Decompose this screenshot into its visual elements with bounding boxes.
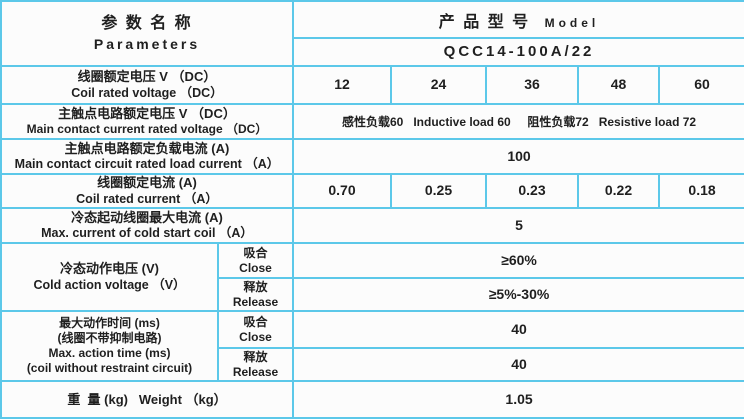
action-time-label-cell: 最大动作时间 (ms) (线圈不带抑制电路) Max. action time … <box>0 310 219 382</box>
action-time-close-value: 40 <box>511 320 527 337</box>
coil-current-value-cell: 0.23 <box>485 173 579 209</box>
cold-action-release-value-cell: ≥5%-30% <box>291 277 744 312</box>
coil-current-value-cell: 0.18 <box>657 173 744 209</box>
model-title-en: Model <box>544 15 600 30</box>
contact-voltage-label-en: Main contact current rated voltage （DC） <box>26 122 268 137</box>
release-label-en: Release <box>232 294 279 309</box>
contact-voltage-value-cell: 感性负载60 Inductive load 60 阻性负载72 Resistiv… <box>291 103 744 140</box>
cold-start-label-en: Max. current of cold start coil （A） <box>41 226 253 241</box>
coil-current-value-cell: 0.22 <box>577 173 660 209</box>
cold-action-close-label-cell: 吸合 Close <box>217 242 294 279</box>
load-current-label-zh: 主触点电路额定负载电流 (A) <box>64 140 230 156</box>
cold-action-release-value: ≥5%-30% <box>488 285 550 302</box>
contact-voltage-label-zh: 主触点电路额定电压 V （DC） <box>58 106 236 122</box>
coil-current-label-zh: 线圈额定电流 (A) <box>97 175 197 191</box>
coil-voltage-value-cell: 60 <box>657 65 744 105</box>
action-time-label-en1: Max. action time (ms) <box>48 346 171 360</box>
model-value-cell: QCC14-100A/22 <box>291 37 744 67</box>
close-label-en: Close <box>239 260 272 275</box>
coil-voltage-label-cell: 线圈额定电压 V （DC） Coil rated voltage （DC） <box>0 65 294 105</box>
coil-current-v4: 0.22 <box>604 182 633 198</box>
coil-voltage-v3: 36 <box>524 76 540 92</box>
contact-voltage-merged-value: 感性负载60 Inductive load 60 阻性负载72 Resistiv… <box>341 114 697 129</box>
action-time-label-zh2: (线圈不带抑制电路) <box>57 331 162 345</box>
coil-voltage-value-cell: 24 <box>390 65 487 105</box>
coil-current-value-cell: 0.25 <box>390 173 487 209</box>
coil-voltage-value-cell: 12 <box>292 65 392 105</box>
cold-start-merged-value: 5 <box>515 216 523 233</box>
cold-action-release-label-cell: 释放 Release <box>217 277 294 312</box>
model-value: QCC14-100A/22 <box>443 43 595 60</box>
coil-voltage-label-zh: 线圈额定电压 V （DC） <box>77 69 217 85</box>
action-time-release-value: 40 <box>511 355 527 372</box>
release-label-zh: 释放 <box>243 280 268 295</box>
cold-start-label-cell: 冷态起动线圈最大电流 (A) Max. current of cold star… <box>0 207 294 244</box>
release-label-zh: 释放 <box>243 350 268 365</box>
release-label-en: Release <box>232 364 279 379</box>
coil-current-v1: 0.70 <box>328 182 356 198</box>
coil-voltage-v4: 48 <box>610 76 627 92</box>
close-label-zh: 吸合 <box>243 246 268 261</box>
close-label-en: Close <box>239 329 272 344</box>
cold-start-label-zh: 冷态起动线圈最大电流 (A) <box>71 209 223 225</box>
weight-label: 重 量 (kg) Weight （kg） <box>67 391 227 407</box>
parameters-header-cell: 参 数 名 称 Parameters <box>0 0 294 67</box>
coil-voltage-v5: 60 <box>694 76 710 92</box>
cold-start-value-cell: 5 <box>291 207 744 244</box>
action-time-release-value-cell: 40 <box>291 347 744 382</box>
close-label-zh: 吸合 <box>243 315 268 330</box>
load-current-merged-value: 100 <box>507 147 531 164</box>
action-time-label-zh1: 最大动作时间 (ms) <box>59 316 160 330</box>
coil-voltage-value-cell: 48 <box>577 65 660 105</box>
coil-voltage-value-cell: 36 <box>485 65 579 105</box>
action-time-close-value-cell: 40 <box>291 310 744 349</box>
coil-current-v5: 0.18 <box>688 182 716 198</box>
parameters-title-zh: 参 数 名 称 <box>101 15 193 32</box>
load-current-label-cell: 主触点电路额定负载电流 (A) Main contact circuit rat… <box>0 138 294 175</box>
model-title-zh: 产 品 型 号 <box>438 13 531 31</box>
load-current-label-en: Main contact circuit rated load current … <box>14 157 280 172</box>
action-time-label-en2: (coil without restraint circuit) <box>26 361 193 375</box>
load-current-value-cell: 100 <box>291 138 744 175</box>
cold-action-label-zh: 冷态动作电压 (V) <box>60 261 159 277</box>
action-time-release-label-cell: 释放 Release <box>217 347 294 382</box>
coil-current-label-cell: 线圈额定电流 (A) Coil rated current （A） <box>0 173 294 209</box>
cold-action-label-en: Cold action voltage （V） <box>33 277 186 292</box>
coil-voltage-v1: 12 <box>334 76 350 92</box>
coil-current-value-cell: 0.70 <box>292 173 392 209</box>
weight-label-cell: 重 量 (kg) Weight （kg） <box>0 380 294 419</box>
cold-action-close-value-cell: ≥60% <box>291 242 744 279</box>
cold-action-label-cell: 冷态动作电压 (V) Cold action voltage （V） <box>0 242 219 312</box>
coil-current-v2: 0.25 <box>424 182 453 198</box>
weight-value: 1.05 <box>505 390 533 407</box>
model-header-cell: 产 品 型 号 Model <box>291 0 744 39</box>
cold-action-close-value: ≥60% <box>501 251 537 268</box>
coil-voltage-v2: 24 <box>430 76 447 92</box>
parameters-title-en: Parameters <box>93 35 201 52</box>
contact-voltage-label-cell: 主触点电路额定电压 V （DC） Main contact current ra… <box>0 103 294 140</box>
action-time-close-label-cell: 吸合 Close <box>217 310 294 349</box>
weight-value-cell: 1.05 <box>291 380 744 419</box>
coil-current-label-en: Coil rated current （A） <box>76 191 218 206</box>
coil-voltage-label-en: Coil rated voltage （DC） <box>71 85 223 100</box>
coil-current-v3: 0.23 <box>518 182 546 198</box>
